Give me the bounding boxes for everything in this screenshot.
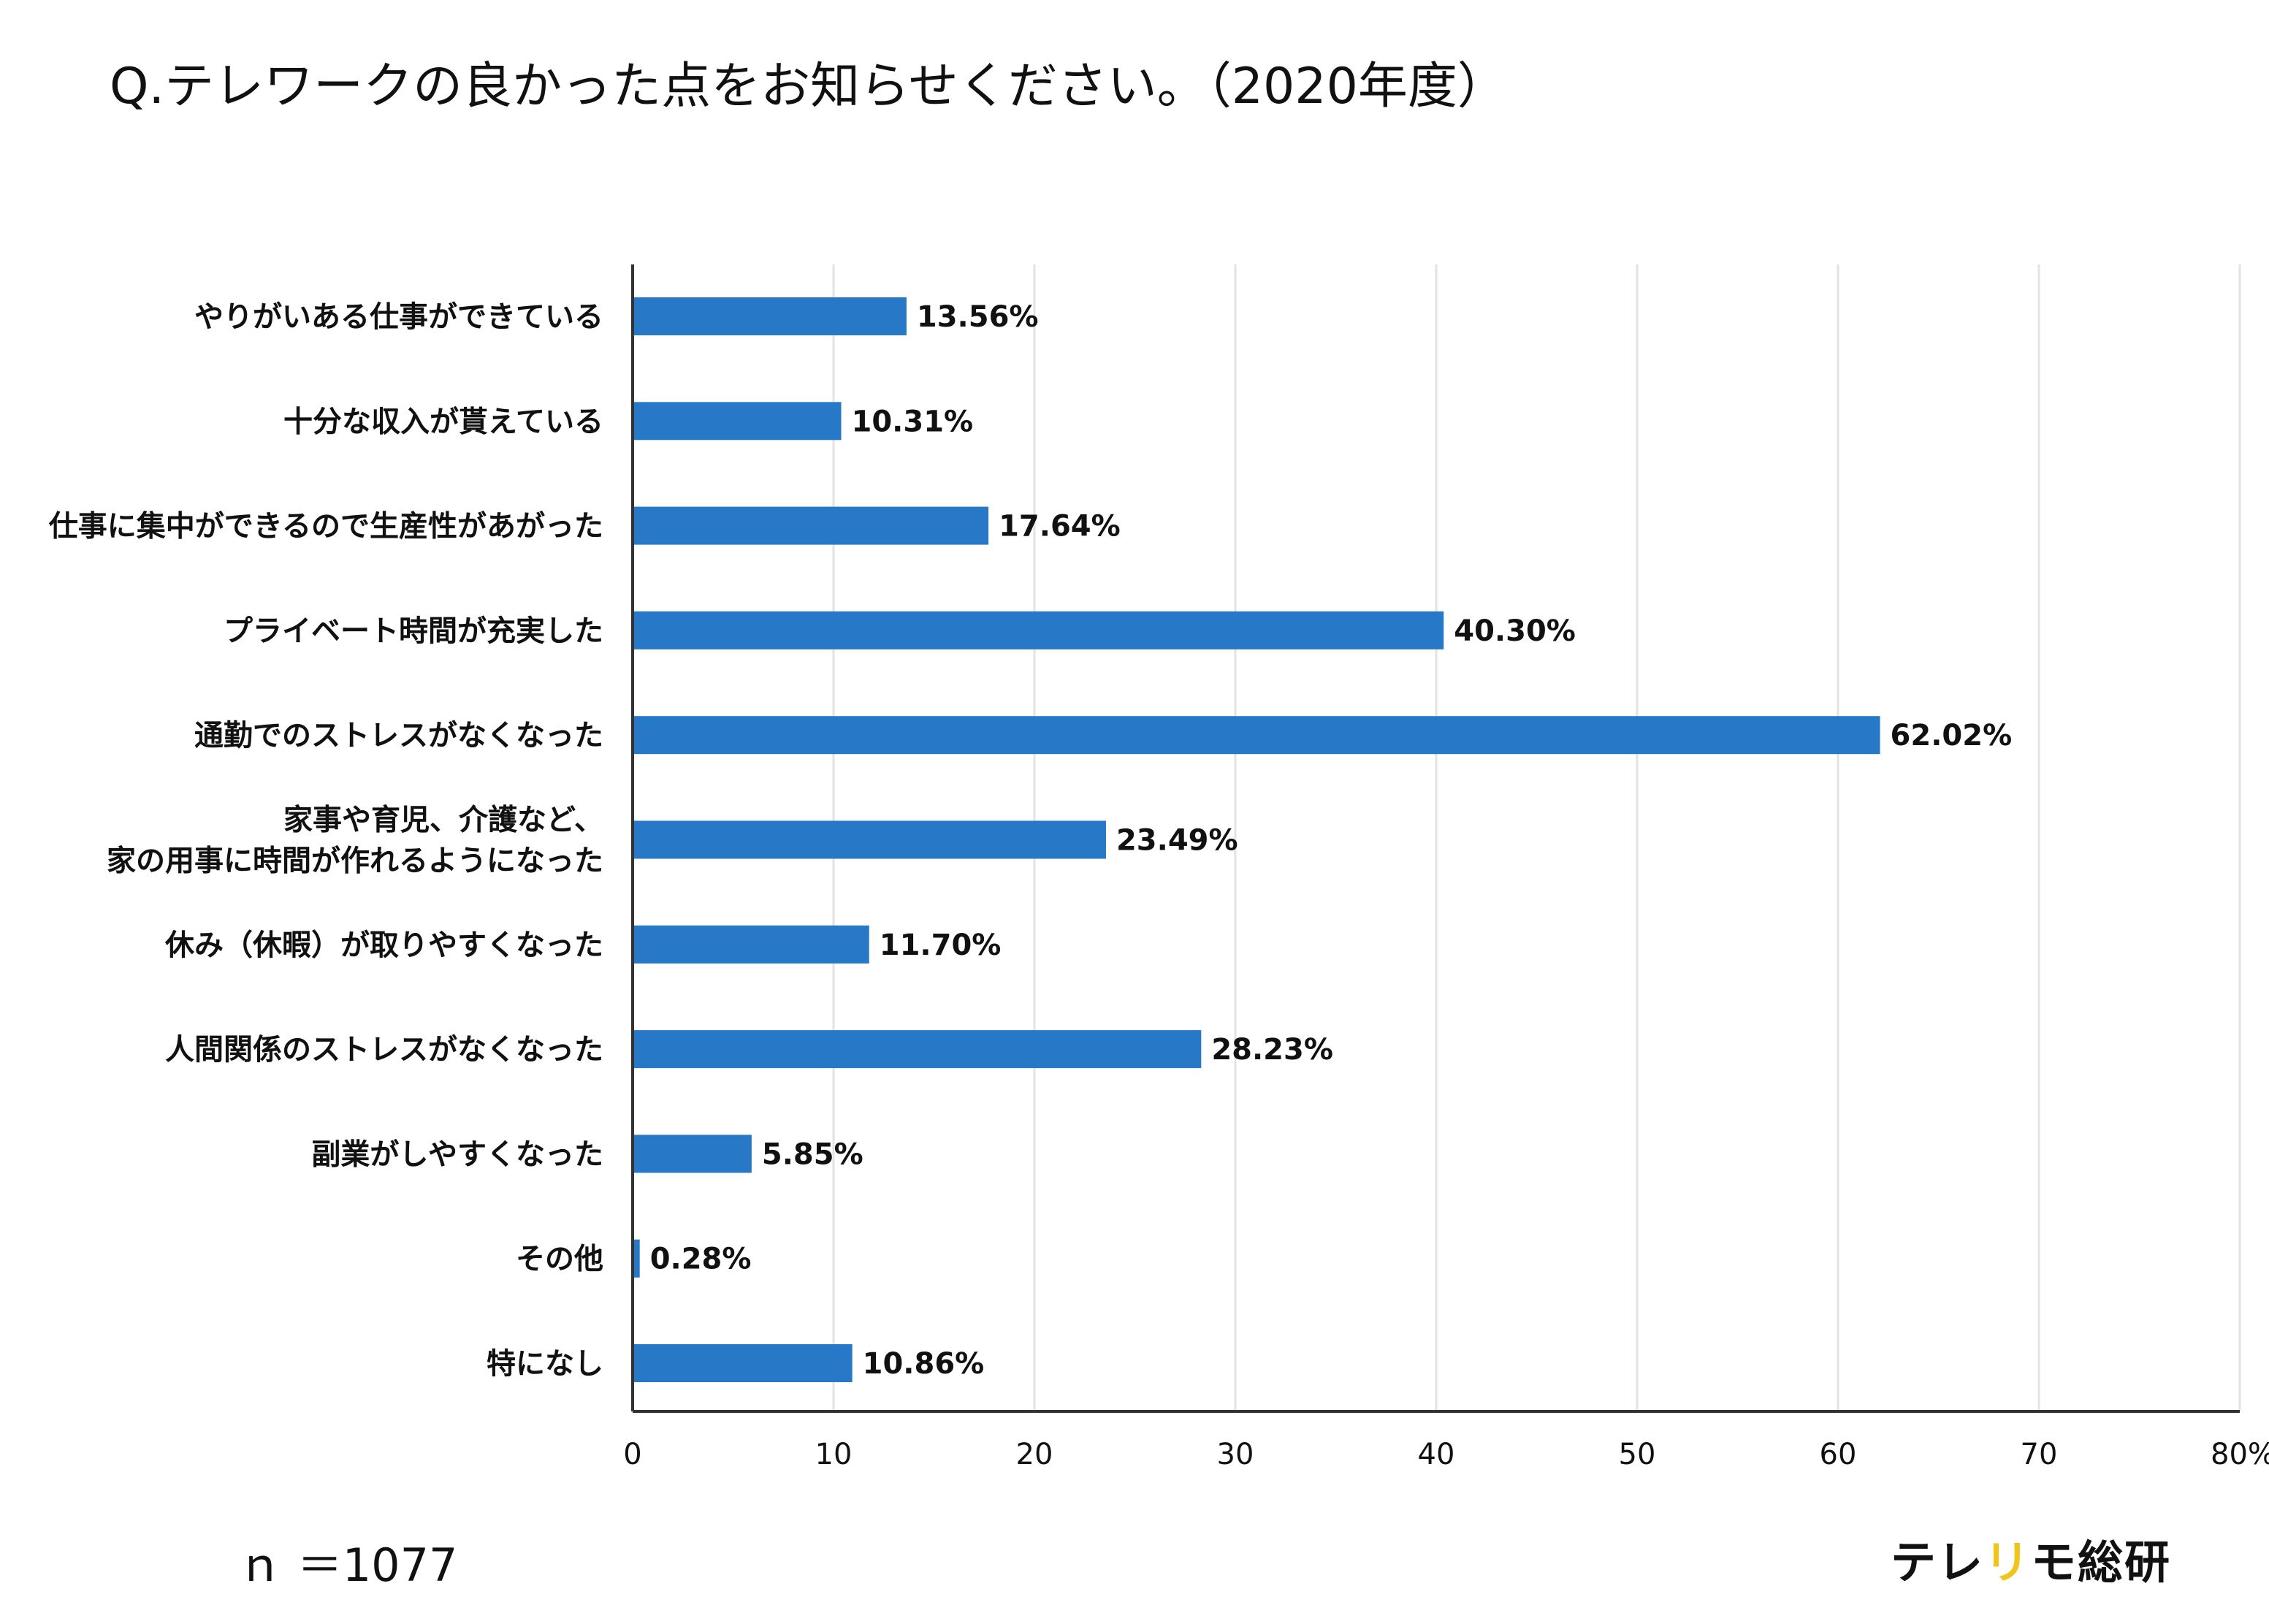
brand-prefix: テレ [1891,1536,1985,1589]
bar [634,1135,752,1173]
data-label: 28.23% [1211,1033,1333,1067]
x-tick-label: 0 [623,1438,641,1471]
data-label: 11.70% [880,929,1002,962]
category-label-line: やりがいある仕事ができている [194,300,603,334]
category-label: 特になし [487,1347,603,1381]
chart-title: Q.テレワークの良かった点をお知らせください。（2020年度） [110,58,1507,115]
brand-accent: リ [1984,1536,2032,1589]
data-label: 10.31% [852,405,974,438]
category-label-line: 人間関係のストレスがなくなった [165,1033,603,1067]
category-label: 人間関係のストレスがなくなった [165,1033,603,1067]
category-label: その他 [516,1243,603,1276]
bar [634,402,842,441]
category-label: プライベート時間が充実した [224,614,603,648]
category-label: 通勤でのストレスがなくなった [194,719,603,752]
bar [634,1239,640,1278]
category-label: 副業がしやすくなった [311,1137,603,1171]
data-label: 62.02% [1891,719,2013,752]
x-tick-label: 10 [815,1438,853,1471]
bar [634,506,989,545]
sample-size-note: ｎ ＝1077 [237,1539,458,1592]
category-label: やりがいある仕事ができている [194,300,603,334]
category-label-line: その他 [516,1243,603,1276]
bar [634,1030,1202,1069]
x-tick-label: 60 [1820,1438,1857,1471]
bar [634,297,907,335]
labels: 0 10 20 30 40 50 60 70 80% 13.56% やりがいある仕事ができている 10… [49,300,2269,1471]
category-label: 家事や育児、介護など、家の用事に時間が作れるようになった [107,804,603,878]
category-label-line: 副業がしやすくなった [311,1137,603,1171]
category-label-line: 家の用事に時間が作れるようになった [107,845,603,878]
x-tick-label: 40 [1418,1438,1455,1471]
data-label: 23.49% [1116,824,1238,858]
bars [634,297,1880,1382]
data-label: 17.64% [999,510,1121,544]
category-label: 仕事に集中ができるので生産性があがった [49,510,603,544]
x-tick-label: 50 [1619,1438,1656,1471]
category-label-line: 休み（休暇）が取りやすくなった [164,929,603,962]
data-label: 10.86% [863,1347,985,1381]
category-label-line: 特になし [487,1347,603,1381]
data-label: 5.85% [762,1137,863,1171]
x-tick-label: 70 [2021,1438,2058,1471]
x-tick-label: 20 [1016,1438,1053,1471]
category-label-line: 仕事に集中ができるので生産性があがった [49,510,603,544]
bar [634,1344,853,1382]
bar [634,820,1106,859]
x-tick-label: 80% [2211,1438,2269,1471]
category-label-line: 通勤でのストレスがなくなった [194,719,603,752]
category-label-line: プライベート時間が充実した [224,614,603,648]
bar [634,925,869,964]
data-label: 0.28% [650,1243,752,1276]
category-label-line: 家事や育児、介護など、 [283,804,603,837]
x-tick-label: 30 [1217,1438,1254,1471]
brand-logo: テレリモ総研 [1891,1525,2171,1591]
axes [631,264,2240,1413]
bar [634,611,1444,649]
bar [634,716,1880,755]
data-label: 13.56% [917,300,1039,334]
data-label: 40.30% [1454,614,1576,648]
brand-suffix: モ総研 [2031,1536,2172,1589]
category-label: 休み（休暇）が取りやすくなった [164,929,603,962]
category-label-line: 十分な収入が貰えている [283,405,603,438]
category-label: 十分な収入が貰えている [283,405,603,438]
